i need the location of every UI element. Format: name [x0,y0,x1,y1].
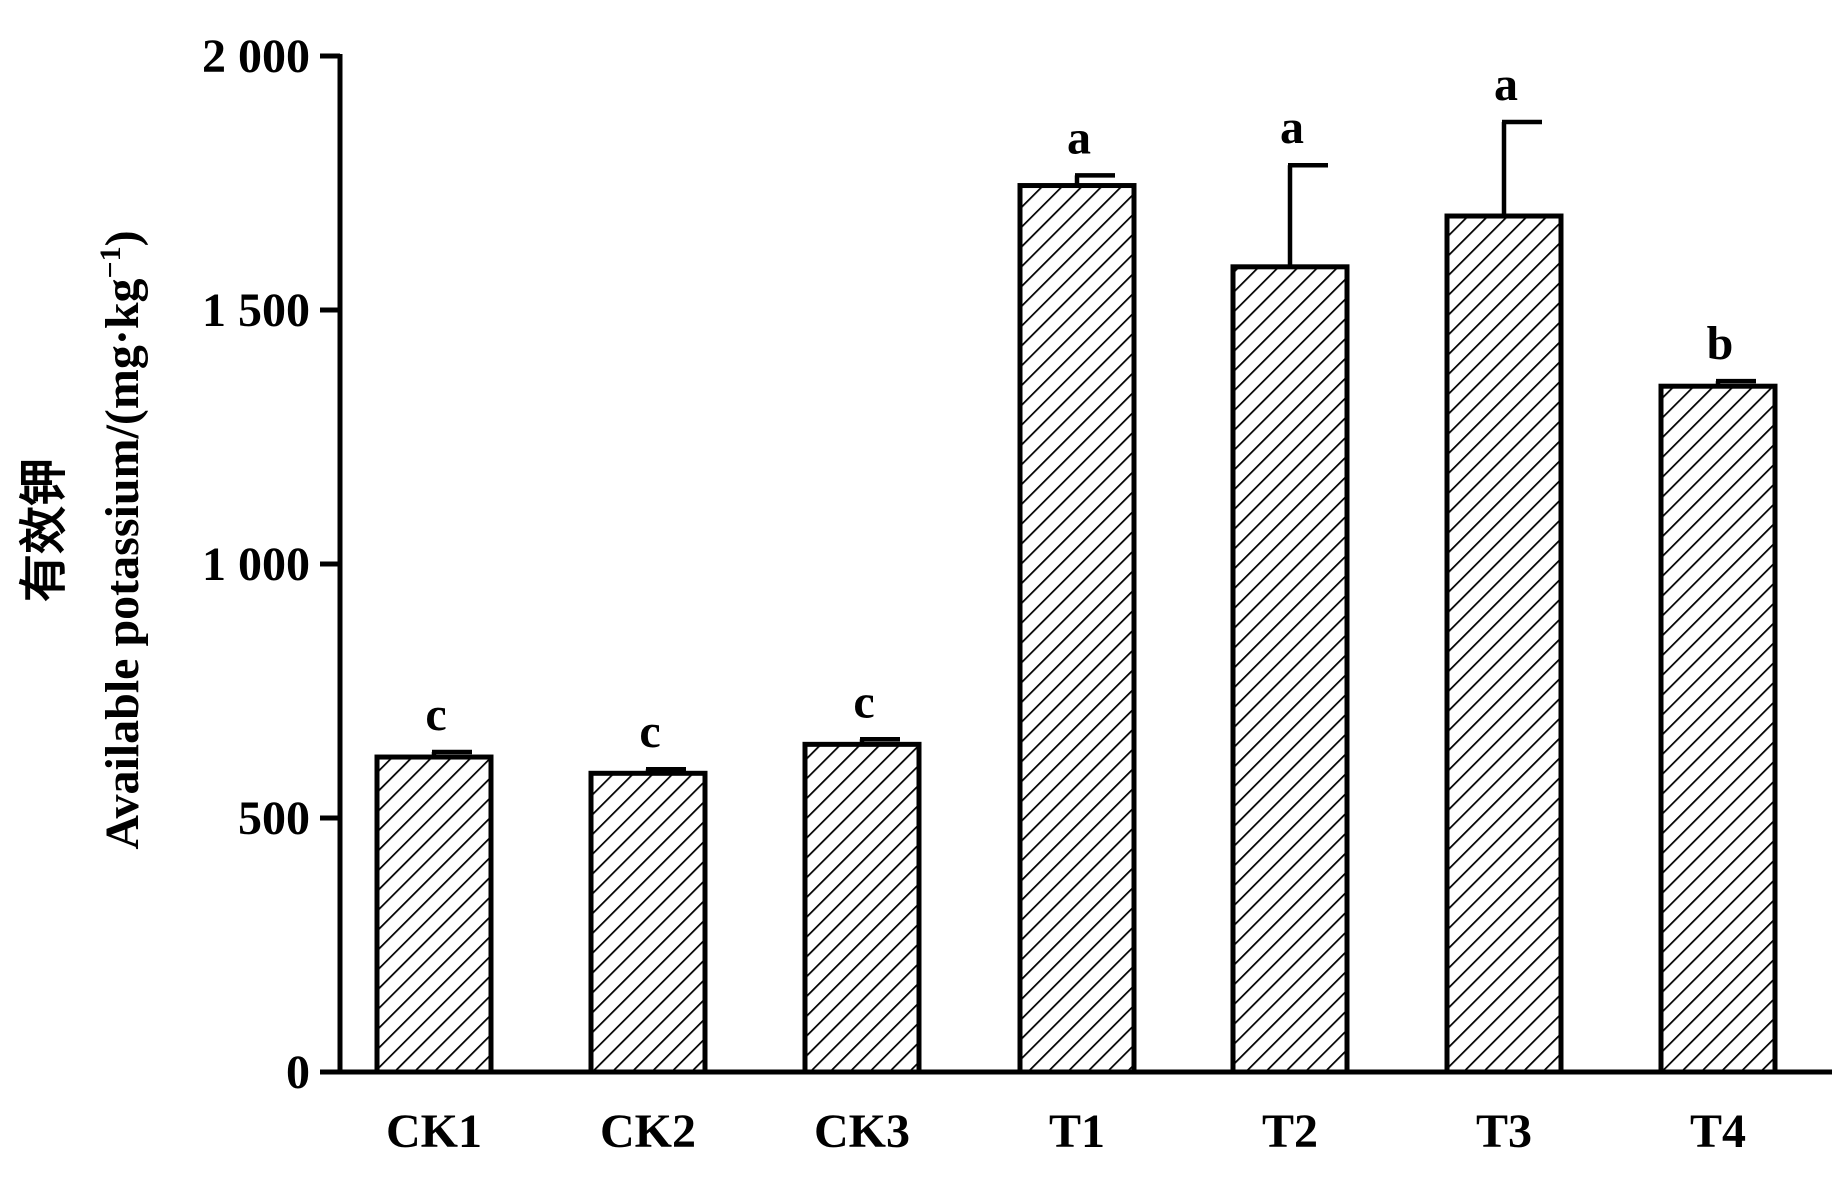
x-tick-label-t4: T4 [1690,1105,1746,1158]
significance-label-t3: a [1494,58,1518,111]
significance-label-ck3: c [853,675,874,728]
y-axis-label-english: Available potassium/(mg·kg−1) [94,230,149,849]
y-tick-label-2000: 2 000 [202,30,310,83]
bar-t2 [1230,264,1350,1075]
y-tick-label-0: 0 [286,1046,310,1099]
x-tick-label-ck2: CK2 [600,1105,696,1158]
bar-t3 [1444,213,1564,1075]
bar-ck2 [588,770,708,1075]
x-tick-label-t3: T3 [1476,1105,1532,1158]
x-tick-label-t1: T1 [1049,1105,1105,1158]
y-axis-label-superscript: −1 [94,246,127,278]
significance-label-t2: a [1280,101,1304,154]
x-tick-label-ck1: CK1 [386,1105,482,1158]
bar-t4 [1658,383,1778,1075]
significance-label-t1: a [1067,111,1091,164]
y-tick-label-1500: 1 500 [202,284,310,337]
x-tick-label-t2: T2 [1262,1105,1318,1158]
significance-label-ck2: c [639,705,660,758]
y-axis-label-chinese: 有效钾 [18,458,71,602]
y-axis-label: 有效钾 Available potassium/(mg·kg−1) [18,230,149,849]
bar-t1 [1017,183,1137,1075]
bar-ck3 [802,741,922,1075]
bar-ck1 [374,754,494,1075]
y-axis-label-main: Available potassium/(mg·kg [96,278,149,849]
x-tick-label-ck3: CK3 [814,1105,910,1158]
significance-label-ck1: c [425,688,446,741]
y-tick-label-1000: 1 000 [202,538,310,591]
significance-label-t4: b [1707,317,1734,370]
y-tick-label-500: 500 [238,792,310,845]
y-axis-label-close: ) [96,230,149,246]
